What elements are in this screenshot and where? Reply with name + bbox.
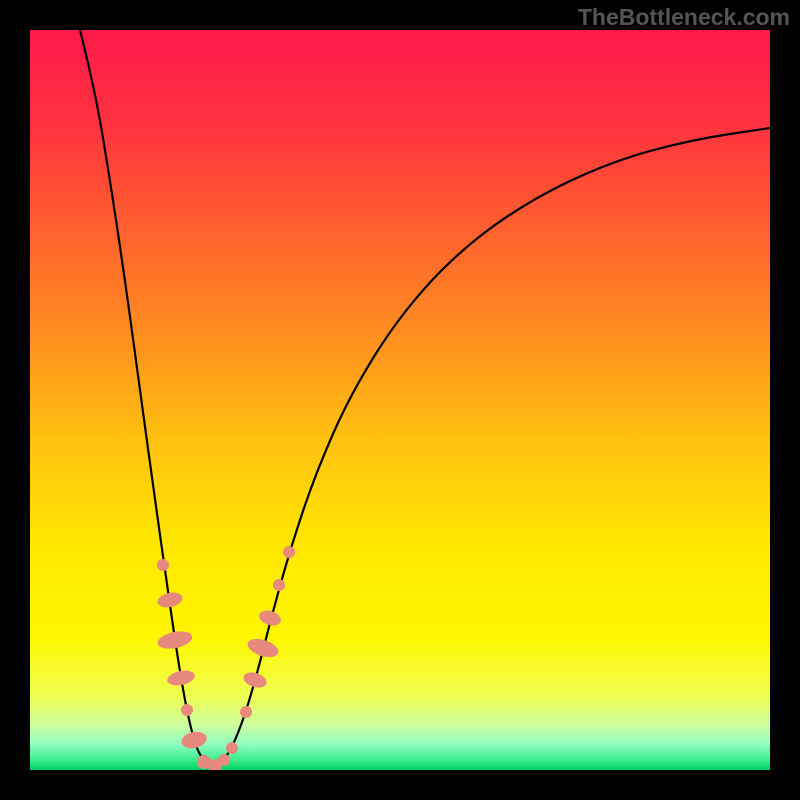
watermark-text: TheBottleneck.com (578, 4, 790, 31)
chart-container: TheBottleneck.com (0, 0, 800, 800)
chart-svg (0, 0, 800, 800)
